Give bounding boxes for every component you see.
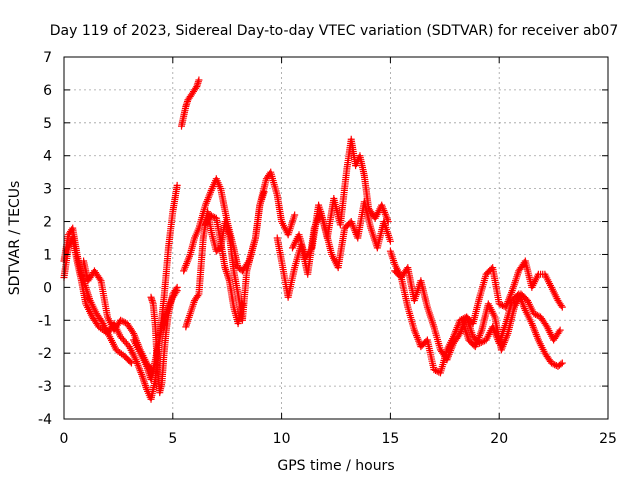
y-axis-label: SDTVAR / TECUs [7, 181, 23, 296]
data-point [533, 311, 541, 319]
x-tick-label: 10 [273, 431, 291, 447]
data-point [238, 300, 246, 308]
y-tick-label: -3 [38, 379, 52, 395]
y-tick-label: 1 [43, 247, 52, 263]
x-tick-label: 20 [490, 431, 508, 447]
x-tick-label: 5 [168, 431, 177, 447]
y-tick-label: -2 [38, 346, 52, 362]
y-tick-label: 3 [43, 182, 52, 198]
x-tick-label: 15 [381, 431, 399, 447]
data-point [172, 285, 180, 293]
data-point [291, 211, 299, 219]
data-point [386, 237, 394, 245]
data-point [497, 301, 505, 309]
data-point [555, 328, 563, 336]
series-j [273, 135, 392, 301]
data-point [207, 212, 215, 220]
x-axis-label: GPS time / hours [277, 458, 394, 474]
series-k [288, 198, 394, 272]
data-point [96, 275, 104, 283]
y-tick-label: 5 [43, 116, 52, 132]
y-tick-label: 0 [43, 280, 52, 296]
series-b [60, 224, 135, 367]
data-point [209, 213, 217, 221]
data-point [558, 303, 566, 311]
data-point [260, 188, 268, 196]
data-point [532, 311, 540, 319]
x-tick-label: 0 [60, 431, 69, 447]
data-point [549, 360, 557, 368]
data-point [557, 301, 565, 309]
data-point [557, 360, 565, 368]
y-tick-label: -1 [38, 313, 52, 329]
data-point [547, 359, 555, 367]
data-point [542, 321, 550, 329]
chart-title: Day 119 of 2023, Sidereal Day-to-day VTE… [50, 23, 619, 39]
data-point [117, 316, 125, 324]
series-e [147, 283, 181, 397]
series-m [391, 257, 566, 364]
data-point [495, 300, 503, 308]
y-tick-label: 2 [43, 215, 52, 231]
plot-frame [63, 56, 609, 420]
series-f [178, 76, 203, 130]
data-point [206, 211, 214, 219]
data-point [430, 366, 438, 374]
data-point [194, 292, 202, 300]
data-point [98, 318, 106, 326]
y-tick-label: 4 [43, 149, 52, 165]
x-tick-label: 25 [599, 431, 617, 447]
data-point [195, 76, 203, 84]
data-point [173, 283, 181, 291]
data-point [127, 359, 135, 367]
data-point [307, 246, 315, 254]
data-point [118, 317, 126, 325]
y-tick-label: -4 [38, 412, 52, 428]
data-point [556, 326, 564, 334]
series-n [458, 290, 564, 354]
data-point [530, 310, 538, 318]
y-tick-label: 6 [43, 83, 52, 99]
data-point [126, 358, 134, 366]
axes: 0 5 10 15 20 25 -4 -3 -2 -1 0 1 2 3 4 5 6 7 [38, 50, 617, 447]
data-point [120, 318, 128, 326]
data-point [124, 341, 132, 349]
data-point [173, 181, 181, 189]
data-points [60, 76, 566, 403]
y-tick-label: 7 [43, 50, 52, 66]
data-point [558, 359, 566, 367]
series-i [201, 211, 246, 328]
series-l [386, 247, 566, 377]
data-point [192, 84, 200, 92]
